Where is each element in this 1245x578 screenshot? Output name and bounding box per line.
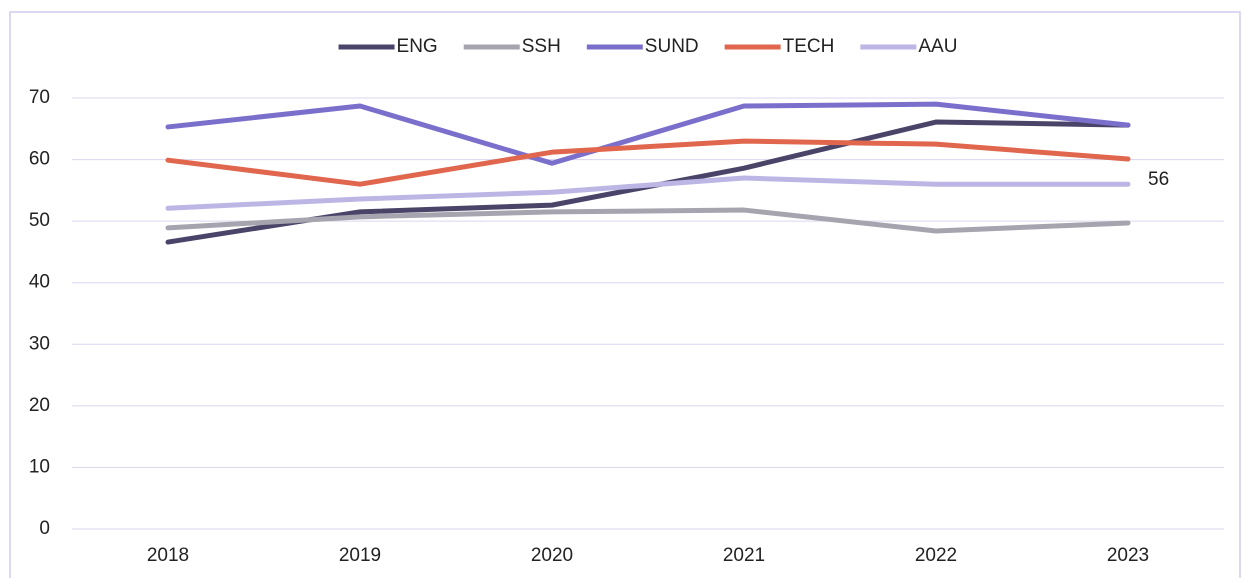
y-tick-label: 20 [29,395,50,416]
data-label: 56 [1148,169,1169,190]
legend-label: SUND [645,36,699,57]
series-line [165,207,1131,234]
x-tick-label: 2022 [915,545,957,566]
x-tick-label: 2021 [723,545,765,566]
x-tick-label: 2018 [147,545,189,566]
legend-label: SSH [522,36,561,57]
series-line [165,101,1131,166]
y-tick-label: 50 [29,210,50,231]
series-line [165,175,1131,211]
y-tick-label: 0 [39,518,50,539]
x-tick-label: 2019 [339,545,381,566]
x-tick-label: 2023 [1107,545,1149,566]
y-tick-label: 70 [29,87,50,108]
y-tick-label: 30 [29,333,50,354]
y-tick-label: 10 [29,456,50,477]
y-tick-label: 60 [29,149,50,170]
y-tick-label: 40 [29,272,50,293]
x-tick-label: 2020 [531,545,573,566]
chart-frame [9,11,1241,578]
legend-label: ENG [397,36,438,57]
series-line [165,138,1131,187]
legend-label: AAU [918,36,957,57]
legend-label: TECH [783,36,835,57]
